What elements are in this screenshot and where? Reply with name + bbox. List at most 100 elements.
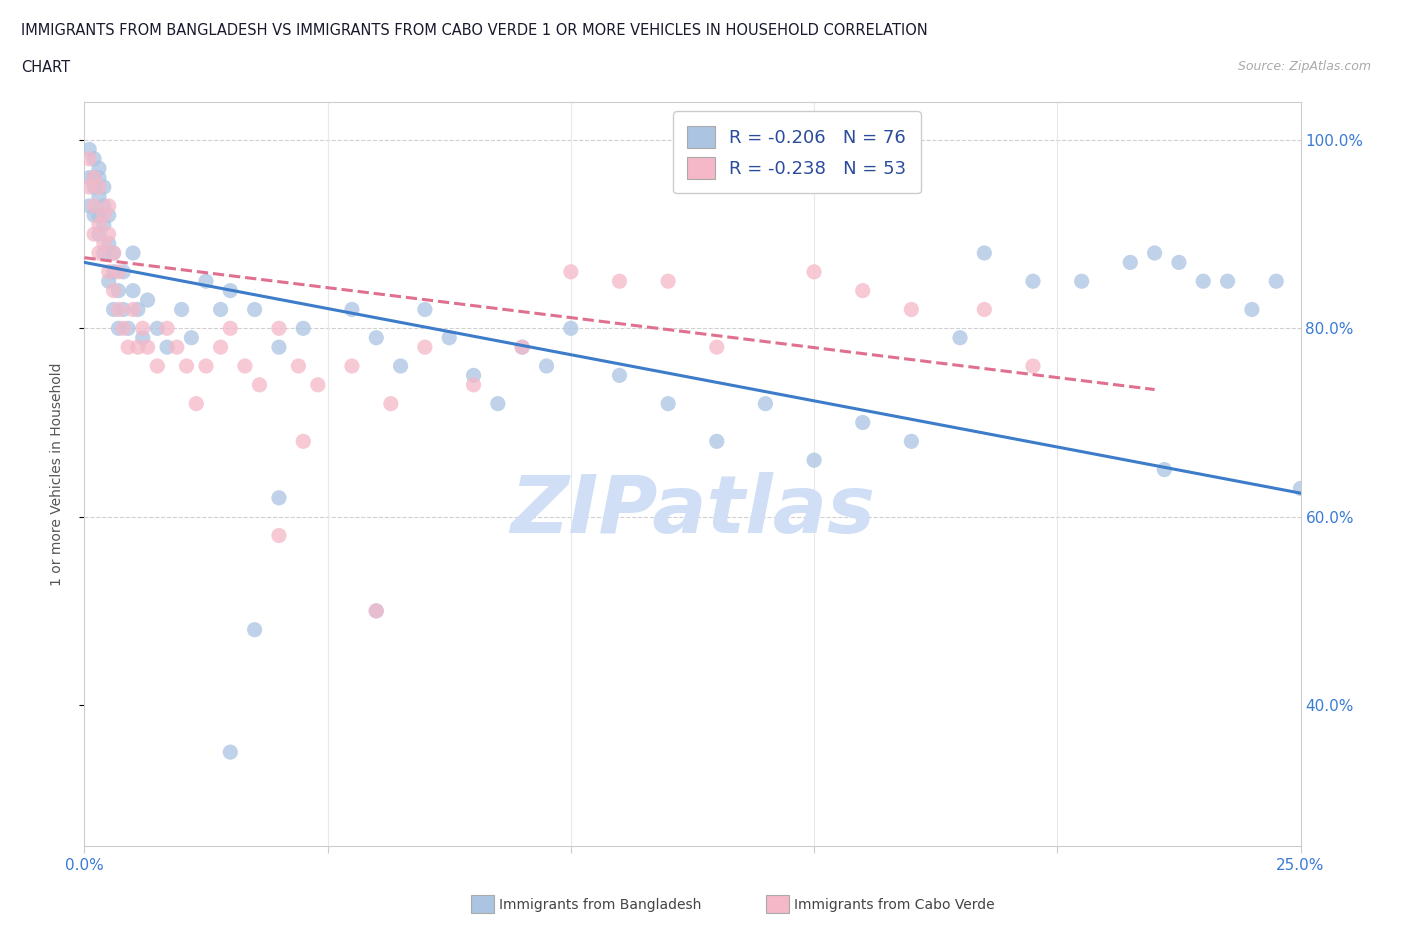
Text: Immigrants from Bangladesh: Immigrants from Bangladesh [499,897,702,912]
Point [87,161,110,176]
Point [87,189,110,204]
Point [657,273,679,288]
Point [233,359,256,374]
Point [219,321,242,336]
Point [170,302,193,317]
Point [97,208,120,223]
Point [93,198,115,213]
Point [389,359,412,374]
Point [380,396,402,411]
Point [107,264,129,279]
Point [93,179,115,194]
Point [267,490,290,505]
Text: IMMIGRANTS FROM BANGLADESH VS IMMIGRANTS FROM CABO VERDE 1 OR MORE VEHICLES IN H: IMMIGRANTS FROM BANGLADESH VS IMMIGRANTS… [21,23,928,38]
Point [209,302,232,317]
Point [176,359,198,374]
Point [103,246,125,260]
Point [900,302,922,317]
Point [146,359,169,374]
Point [510,339,533,354]
Point [852,415,875,430]
Point [87,208,110,223]
Text: Immigrants from Cabo Verde: Immigrants from Cabo Verde [794,897,995,912]
Point [97,198,120,213]
Point [122,284,145,299]
Point [949,330,972,345]
Point [413,339,436,354]
Point [127,302,149,317]
Point [852,284,875,299]
Point [83,179,105,194]
Point [117,339,139,354]
Point [366,330,388,345]
Point [195,359,218,374]
Point [107,302,129,317]
Point [803,264,825,279]
Point [77,179,100,194]
Point [186,396,208,411]
Point [267,339,290,354]
Point [366,604,388,618]
Point [486,396,509,411]
Point [180,330,202,345]
Point [77,170,100,185]
Point [136,293,159,308]
Point [754,396,776,411]
Point [287,359,309,374]
Point [87,246,110,260]
Point [93,246,115,260]
Point [560,321,582,336]
Point [93,236,115,251]
Point [156,339,179,354]
Point [77,198,100,213]
Point [307,378,329,392]
Point [122,246,145,260]
Point [900,434,922,449]
Point [366,604,388,618]
Point [83,170,105,185]
Point [292,321,315,336]
Point [463,378,485,392]
Point [267,321,290,336]
Point [1216,273,1239,288]
Point [267,528,290,543]
Point [93,218,115,232]
Point [146,321,169,336]
Point [103,264,125,279]
Point [973,302,995,317]
Point [77,142,100,157]
Point [973,246,995,260]
Point [609,273,631,288]
Point [706,434,728,449]
Text: CHART: CHART [21,60,70,75]
Point [166,339,188,354]
Point [340,302,363,317]
Point [132,330,155,345]
Point [87,227,110,242]
Point [112,321,135,336]
Point [83,198,105,213]
Point [803,453,825,468]
Point [1167,255,1189,270]
Point [1143,246,1166,260]
Point [657,396,679,411]
Point [83,208,105,223]
Point [93,208,115,223]
Point [1240,302,1263,317]
Point [112,264,135,279]
Point [1119,255,1142,270]
Text: Source: ZipAtlas.com: Source: ZipAtlas.com [1237,60,1371,73]
Point [219,745,242,760]
Point [292,434,315,449]
Point [536,359,558,374]
Point [103,246,125,260]
Point [97,236,120,251]
Point [103,302,125,317]
Legend: R = -0.206   N = 76, R = -0.238   N = 53: R = -0.206 N = 76, R = -0.238 N = 53 [673,112,921,193]
Point [112,302,135,317]
Point [249,378,271,392]
Point [136,339,159,354]
Point [1289,481,1312,496]
Point [107,284,129,299]
Point [103,284,125,299]
